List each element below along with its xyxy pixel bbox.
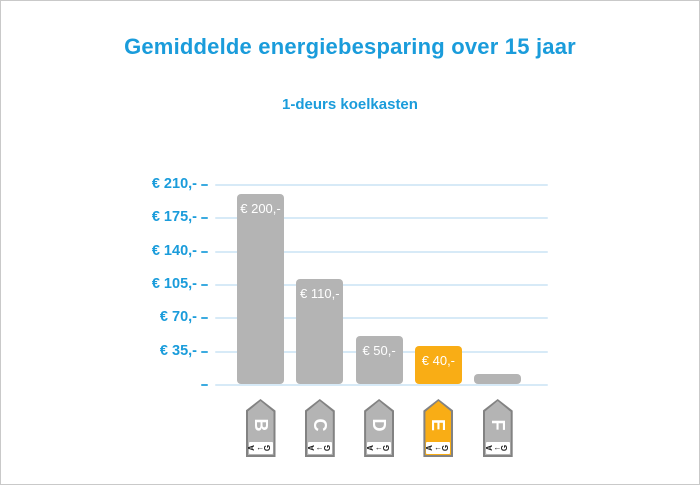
bar-F [474,374,522,384]
left-arrow-icon: ← [315,443,324,452]
bar-value-label: € 110,- [300,286,340,302]
gridline [215,317,548,320]
left-arrow-icon: ← [493,443,502,452]
energy-label-icon-B: B A ← G [245,399,276,457]
energy-scale-end: G [441,444,451,452]
y-axis-label: € 35,- [159,342,197,359]
gridline [215,217,548,220]
energy-scale-box: A ← G [306,442,332,454]
energy-scale-start: A [306,445,316,451]
y-axis-label: € 70,- [159,309,197,326]
energy-scale-box: A ← G [247,442,273,454]
bar-C: € 110,- [296,279,344,384]
bar-E: € 40,- [414,345,462,384]
energy-scale-end: G [263,444,273,452]
energy-label-icon-F: F A ← G [482,399,513,457]
y-axis-tick [201,317,208,320]
left-arrow-icon: ← [434,443,443,452]
energy-class-letter: E [428,418,449,431]
y-axis-tick [201,217,208,220]
y-axis-tick [201,384,208,386]
chart-title: Gemiddelde energiebesparing over 15 jaar [124,34,576,59]
energy-scale-start: A [247,445,257,451]
y-axis-label: € 105,- [151,276,197,292]
energy-scale-box: A ← G [484,442,510,454]
bar-value-label: € 50,- [362,343,396,359]
gridline [215,250,548,253]
energy-class-letter: B [250,418,271,432]
left-arrow-icon: ← [256,443,265,452]
energy-scale-start: A [484,445,494,451]
y-axis-tick [201,284,208,286]
left-arrow-icon: ← [374,443,383,452]
energy-scale-start: A [425,445,435,451]
bar-B: € 200,- [237,193,284,384]
y-axis-label: € 175,- [151,209,197,226]
y-axis-label: € 140,- [151,242,197,259]
gridline [215,184,548,186]
energy-class-letter: F [487,419,508,431]
energy-scale-box: A ← G [425,442,451,454]
bar-value-label: € 40,- [421,352,456,368]
plot-area: € 200,- € 110,- € 50,- € 40,- [201,184,548,386]
y-axis-tick [201,250,208,253]
bar-value-label: € 200,- [240,200,281,216]
energy-class-letter: C [309,418,330,432]
energy-scale-end: G [322,444,332,452]
bar-D: € 50,- [355,336,403,384]
gridline [215,284,548,286]
chart-subtitle: 1-deurs koelkasten [282,96,418,113]
energy-class-letter: D [369,418,390,432]
energy-label-icon-C: C A ← G [304,399,335,457]
y-axis-tick [201,350,208,353]
energy-label-icon-D: D A ← G [364,399,395,457]
energy-label-icon-E: E A ← G [423,399,454,457]
energy-scale-end: G [381,444,391,452]
baseline-gridline [215,384,548,386]
y-axis-label: € 210,- [151,176,197,192]
energy-scale-box: A ← G [365,442,392,454]
energy-scale-end: G [500,444,510,452]
energy-scale-start: A [365,445,375,451]
y-axis-tick [201,184,208,186]
